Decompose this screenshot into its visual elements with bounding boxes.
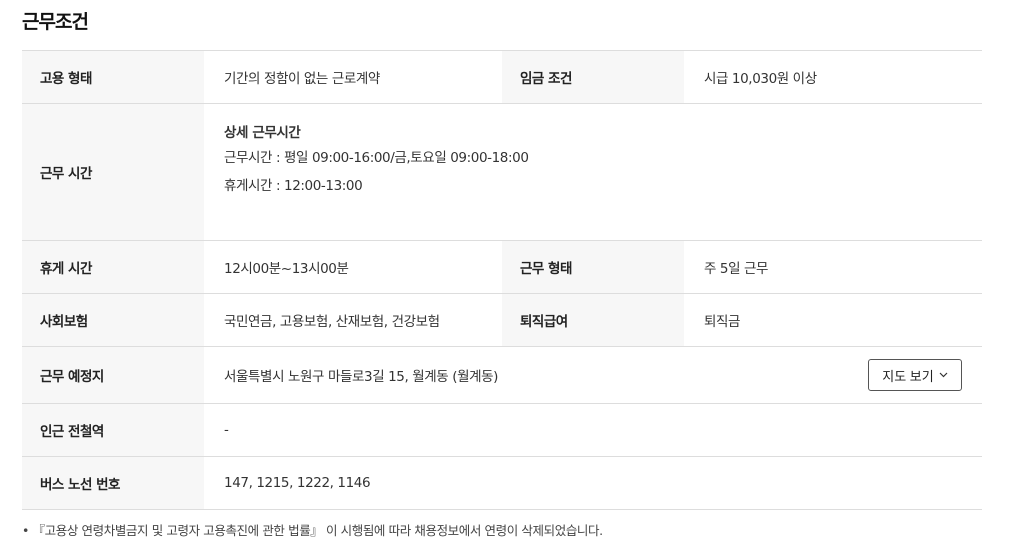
row-label: 사회보험 [22, 294, 204, 346]
row-label: 고용 형태 [22, 51, 204, 103]
table-row: 근무 예정지 서울특별시 노원구 마들로3길 15, 월계동 (월계동) 지도 … [22, 347, 982, 404]
table-row: 사회보험 국민연금, 고용보험, 산재보험, 건강보험 퇴직급여 퇴직금 [22, 294, 982, 347]
footnote: • 『고용상 연령차별금지 및 고령자 고용촉진에 관한 법률』 이 시행됨에 … [22, 523, 603, 538]
row-value: 서울특별시 노원구 마들로3길 15, 월계동 (월계동) [224, 369, 499, 385]
row-label: 근무 형태 [502, 241, 684, 293]
view-map-button[interactable]: 지도 보기 [868, 359, 962, 391]
row-value: 퇴직금 [704, 314, 741, 330]
row-value: 국민연금, 고용보험, 산재보험, 건강보험 [224, 314, 440, 330]
row-value: 기간의 정함이 없는 근로계약 [224, 71, 380, 87]
row-label: 버스 노선 번호 [22, 457, 204, 509]
work-hours-detail: 상세 근무시간 근무시간 : 평일 09:00-16:00/금,토요일 09:0… [204, 104, 982, 240]
detail-title: 상세 근무시간 [224, 125, 301, 141]
table-row: 휴게 시간 12시00분~13시00분 근무 형태 주 5일 근무 [22, 241, 982, 294]
row-value: - [224, 422, 229, 438]
row-label: 근무 예정지 [22, 347, 204, 403]
row-label: 퇴직급여 [502, 294, 684, 346]
row-value: 주 5일 근무 [704, 261, 769, 277]
row-label: 휴게 시간 [22, 241, 204, 293]
table-row: 버스 노선 번호 147, 1215, 1222, 1146 [22, 457, 982, 510]
row-label: 임금 조건 [502, 51, 684, 103]
work-conditions-table: 고용 형태 기간의 정함이 없는 근로계약 임금 조건 시급 10,030원 이… [22, 50, 982, 510]
row-label: 인근 전철역 [22, 404, 204, 456]
row-value: 147, 1215, 1222, 1146 [224, 475, 371, 491]
table-row: 인근 전철역 - [22, 404, 982, 457]
detail-line: 휴게시간 : 12:00-13:00 [224, 178, 363, 194]
row-value-container: 서울특별시 노원구 마들로3길 15, 월계동 (월계동) 지도 보기 [204, 347, 982, 403]
row-value: 12시00분~13시00분 [224, 261, 349, 277]
row-value: 시급 10,030원 이상 [704, 71, 817, 87]
section-title: 근무조건 [22, 11, 89, 33]
table-row: 근무 시간 상세 근무시간 근무시간 : 평일 09:00-16:00/금,토요… [22, 104, 982, 241]
table-row: 고용 형태 기간의 정함이 없는 근로계약 임금 조건 시급 10,030원 이… [22, 51, 982, 104]
chevron-down-icon [939, 372, 948, 378]
view-map-label: 지도 보기 [882, 368, 934, 384]
detail-line: 근무시간 : 평일 09:00-16:00/금,토요일 09:00-18:00 [224, 150, 529, 166]
row-label: 근무 시간 [22, 104, 204, 240]
